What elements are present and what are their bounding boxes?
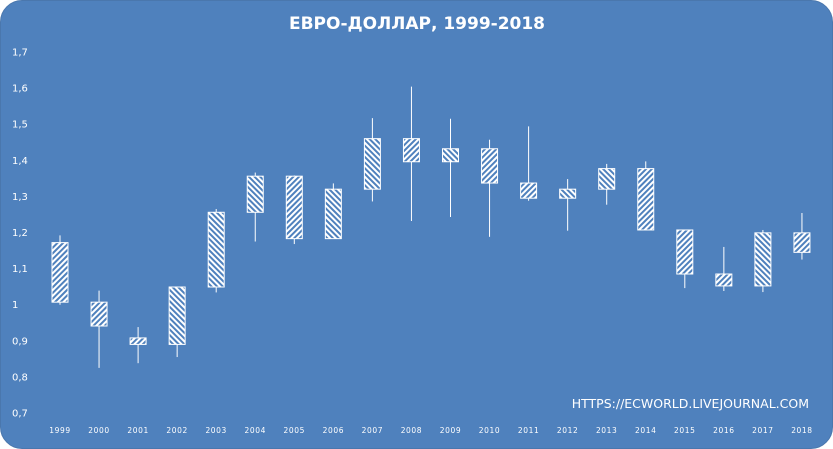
candle-2007 bbox=[363, 118, 381, 202]
x-tick-label: 2000 bbox=[88, 426, 110, 435]
candle-2000 bbox=[90, 290, 108, 368]
x-tick-label: 2007 bbox=[362, 426, 384, 435]
candle-body bbox=[207, 211, 225, 288]
candle-2003 bbox=[207, 209, 225, 293]
candle-body bbox=[363, 138, 381, 190]
candle-body bbox=[481, 148, 499, 184]
y-tick-label: 1 bbox=[12, 300, 18, 311]
candle-2009 bbox=[442, 118, 459, 217]
x-tick-label: 2017 bbox=[752, 426, 774, 435]
candle-2006 bbox=[324, 183, 342, 240]
candle-body bbox=[90, 301, 108, 327]
x-tick-label: 2008 bbox=[401, 426, 423, 435]
candle-body bbox=[676, 229, 694, 275]
x-tick-label: 2011 bbox=[518, 426, 540, 435]
x-tick-label: 1999 bbox=[49, 426, 71, 435]
candle-body bbox=[285, 175, 303, 240]
candle-1999 bbox=[51, 235, 69, 305]
candle-body bbox=[793, 232, 811, 253]
y-axis: 0,7 0,8 0,9 1 1,1 1,2 1,3 1,4 1,5 1,6 1,7 bbox=[12, 48, 28, 420]
y-tick-label: 1,2 bbox=[12, 228, 28, 239]
candle-2004 bbox=[246, 172, 264, 242]
x-tick-label: 2006 bbox=[323, 426, 345, 435]
y-tick-label: 1,1 bbox=[12, 264, 28, 275]
candle-2010 bbox=[481, 139, 499, 237]
x-tick-label: 2018 bbox=[791, 426, 813, 435]
y-tick-label: 0,8 bbox=[12, 372, 28, 383]
candle-2012 bbox=[559, 179, 577, 231]
candle-body bbox=[51, 242, 69, 303]
x-tick-label: 2005 bbox=[284, 426, 306, 435]
candle-body bbox=[402, 138, 420, 163]
candle-2002 bbox=[168, 286, 186, 358]
candle-2017 bbox=[754, 229, 772, 293]
candle-body bbox=[442, 148, 459, 163]
candle-body bbox=[559, 188, 577, 199]
candle-2011 bbox=[520, 126, 538, 201]
candle-body bbox=[637, 168, 655, 231]
x-tick-label: 2003 bbox=[205, 426, 227, 435]
x-axis: 1999 2000 2001 2002 2003 2004 2005 2006 2007 2008… bbox=[49, 426, 812, 435]
candle-2008 bbox=[402, 86, 420, 221]
chart-title: ЕВРО-ДОЛЛАР, 1999-2018 bbox=[289, 14, 545, 34]
y-tick-label: 1,5 bbox=[12, 120, 28, 131]
x-tick-label: 2004 bbox=[245, 426, 267, 435]
x-tick-label: 2014 bbox=[635, 426, 657, 435]
y-tick-label: 1,3 bbox=[12, 192, 28, 203]
candle-body bbox=[324, 188, 342, 240]
candle-2013 bbox=[598, 163, 616, 205]
candle-body bbox=[246, 175, 264, 213]
x-tick-label: 2010 bbox=[479, 426, 501, 435]
candle-body bbox=[129, 337, 147, 345]
candle-2015 bbox=[676, 229, 694, 289]
candle-body bbox=[715, 273, 733, 287]
candle-2001 bbox=[129, 327, 147, 364]
x-tick-label: 2012 bbox=[557, 426, 579, 435]
watermark-text: HTTPS://ECWORLD.LIVEJOURNAL.COM bbox=[572, 396, 809, 411]
y-tick-label: 1,4 bbox=[12, 156, 28, 167]
x-tick-label: 2016 bbox=[713, 426, 735, 435]
y-tick-label: 0,9 bbox=[12, 336, 28, 347]
x-tick-label: 2015 bbox=[674, 426, 696, 435]
y-tick-label: 1,6 bbox=[12, 84, 28, 95]
candle-2014 bbox=[637, 161, 655, 231]
candles-group bbox=[51, 86, 811, 368]
x-tick-label: 2009 bbox=[440, 426, 462, 435]
candle-2018 bbox=[793, 213, 811, 260]
candle-body bbox=[520, 182, 538, 199]
candle-body bbox=[754, 232, 772, 287]
x-tick-label: 2002 bbox=[166, 426, 188, 435]
candle-2016 bbox=[715, 246, 733, 291]
candle-body bbox=[598, 168, 616, 190]
x-tick-label: 2001 bbox=[127, 426, 149, 435]
candle-2005 bbox=[285, 175, 303, 245]
y-tick-label: 1,7 bbox=[12, 48, 28, 59]
y-tick-label: 0,7 bbox=[12, 409, 28, 420]
candle-body bbox=[168, 286, 186, 345]
x-tick-label: 2013 bbox=[596, 426, 618, 435]
